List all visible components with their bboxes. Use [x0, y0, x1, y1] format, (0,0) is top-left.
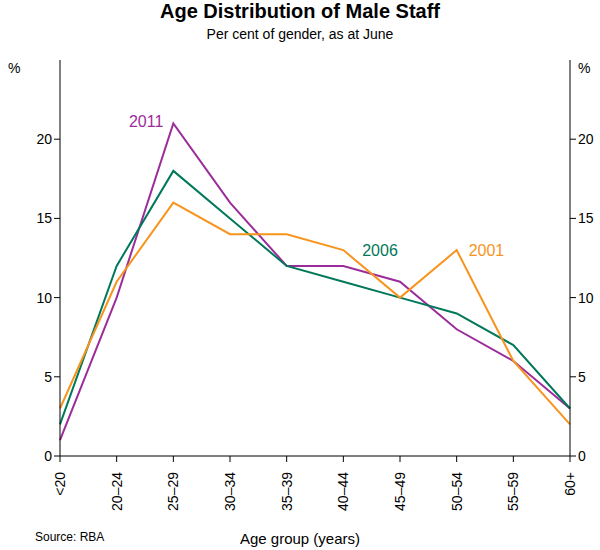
svg-text:50–54: 50–54: [449, 472, 465, 511]
svg-text:45–49: 45–49: [392, 472, 408, 511]
svg-text:55–59: 55–59: [505, 472, 521, 511]
svg-text:0: 0: [44, 448, 52, 464]
html-text:Age Distribution of Male Staff: Age Distribution of Male Staff: [160, 0, 440, 22]
svg-text:2006: 2006: [362, 242, 398, 259]
svg-text:30–34: 30–34: [222, 472, 238, 511]
svg-text:25–29: 25–29: [165, 472, 181, 511]
svg-text:20: 20: [578, 131, 592, 147]
svg-text:2001: 2001: [469, 242, 505, 259]
svg-text:10: 10: [36, 290, 52, 306]
svg-text:<20: <20: [52, 472, 68, 496]
svg-text:15: 15: [578, 210, 592, 226]
svg-text:2011: 2011: [129, 113, 164, 130]
html-text:Per cent of gender, as at June: Per cent of gender, as at June: [206, 26, 394, 42]
svg-text:20–24: 20–24: [109, 472, 125, 511]
html-text:Source: RBA: Source: RBA: [35, 530, 105, 544]
svg-text:10: 10: [578, 290, 592, 306]
html-text:Age group (years): Age group (years): [240, 530, 360, 547]
svg-text:20: 20: [36, 131, 52, 147]
svg-text:5: 5: [44, 369, 52, 385]
svg-text:5: 5: [578, 369, 586, 385]
svg-text:60+: 60+: [562, 472, 578, 496]
svg-text:15: 15: [36, 210, 52, 226]
svg-text:35–39: 35–39: [279, 472, 295, 511]
svg-text:0: 0: [578, 448, 586, 464]
svg-text:40–44: 40–44: [335, 472, 351, 511]
